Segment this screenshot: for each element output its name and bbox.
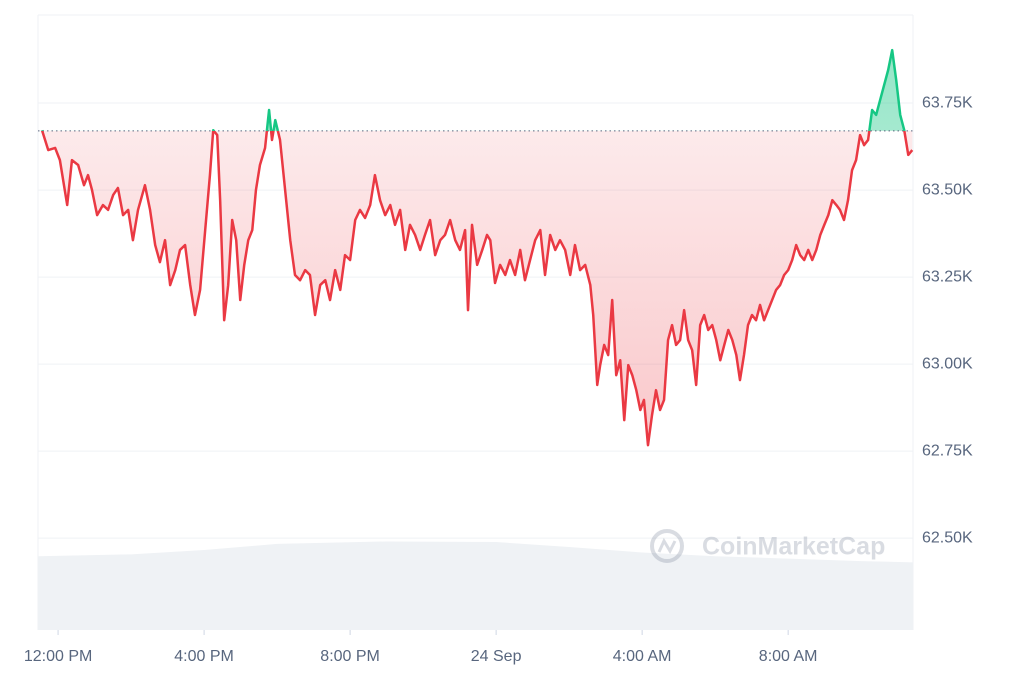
x-tick-label: 8:00 PM — [320, 648, 380, 665]
area-below — [42, 130, 913, 446]
watermark: CoinMarketCap — [650, 529, 885, 563]
x-tick-label: 12:00 PM — [24, 648, 92, 665]
y-tick-label: 63.50K — [922, 181, 973, 198]
y-tick-label: 62.50K — [922, 529, 973, 546]
watermark-text: CoinMarketCap — [702, 533, 885, 561]
x-tick-label: 4:00 PM — [174, 648, 234, 665]
watermark-logo — [650, 529, 684, 563]
y-tick-label: 62.75K — [922, 442, 973, 459]
x-tick-label: 24 Sep — [471, 648, 522, 665]
x-tick-label: 4:00 AM — [613, 648, 672, 665]
y-tick-label: 63.75K — [922, 94, 973, 111]
watermark-logo — [657, 537, 677, 555]
x-tick-label: 8:00 AM — [759, 648, 818, 665]
price-line-down — [40, 130, 914, 447]
plot: 62.50K 62.75K 63.00K 63.25K 63.50K 63.75K 12:0… — [24, 14, 973, 665]
y-tick-label: 63.25K — [922, 268, 973, 285]
volume-area — [38, 541, 913, 630]
y-tick-label: 63.00K — [922, 355, 973, 372]
